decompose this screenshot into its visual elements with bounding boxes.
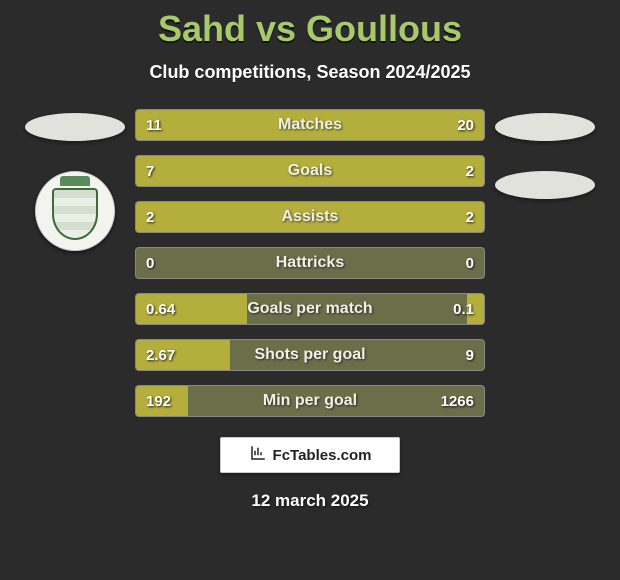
brand-text: FcTables.com <box>273 447 372 464</box>
stat-left-fill <box>136 340 230 370</box>
stat-left-fill <box>136 202 310 232</box>
stat-left-fill <box>136 110 265 140</box>
stat-right-fill <box>310 202 484 232</box>
stat-bar: 0.640.1Goals per match <box>135 293 485 325</box>
stat-left-value: 0 <box>136 248 164 278</box>
stat-bar: 1921266Min per goal <box>135 385 485 417</box>
stat-left-fill <box>136 156 407 186</box>
brand-badge[interactable]: FcTables.com <box>220 437 400 473</box>
player-left-ellipse-icon <box>25 113 125 141</box>
player-right-club-ellipse-icon <box>495 171 595 199</box>
stat-label: Hattricks <box>136 248 484 278</box>
stats-bars: 1120Matches 72Goals 22Assists 0 0Hattricks 0.… <box>135 109 485 417</box>
stat-right-fill <box>467 294 484 324</box>
stat-bar: 1120Matches <box>135 109 485 141</box>
stat-right-value: 1266 <box>431 386 484 416</box>
date-text: 12 march 2025 <box>0 491 620 511</box>
stat-right-fill <box>407 156 484 186</box>
stat-bar: 2.679Shots per goal <box>135 339 485 371</box>
comparison-panel: 1120Matches 72Goals 22Assists 0 0Hattricks 0.… <box>0 109 620 417</box>
stat-bar: 22Assists <box>135 201 485 233</box>
left-player-col <box>15 109 135 251</box>
player-left-club-emblem-icon <box>35 171 115 251</box>
competition-subtitle: Club competitions, Season 2024/2025 <box>0 62 620 83</box>
stat-right-value: 0 <box>456 248 484 278</box>
stat-bar: 72Goals <box>135 155 485 187</box>
stat-left-fill <box>136 294 247 324</box>
right-player-col <box>485 109 605 199</box>
stat-right-fill <box>265 110 484 140</box>
stat-label: Min per goal <box>136 386 484 416</box>
stat-bar: 0 0Hattricks <box>135 247 485 279</box>
stat-left-fill <box>136 386 188 416</box>
player-right-ellipse-icon <box>495 113 595 141</box>
brand-chart-icon <box>249 444 267 467</box>
page-title: Sahd vs Goullous <box>0 0 620 50</box>
stat-right-value: 9 <box>456 340 484 370</box>
